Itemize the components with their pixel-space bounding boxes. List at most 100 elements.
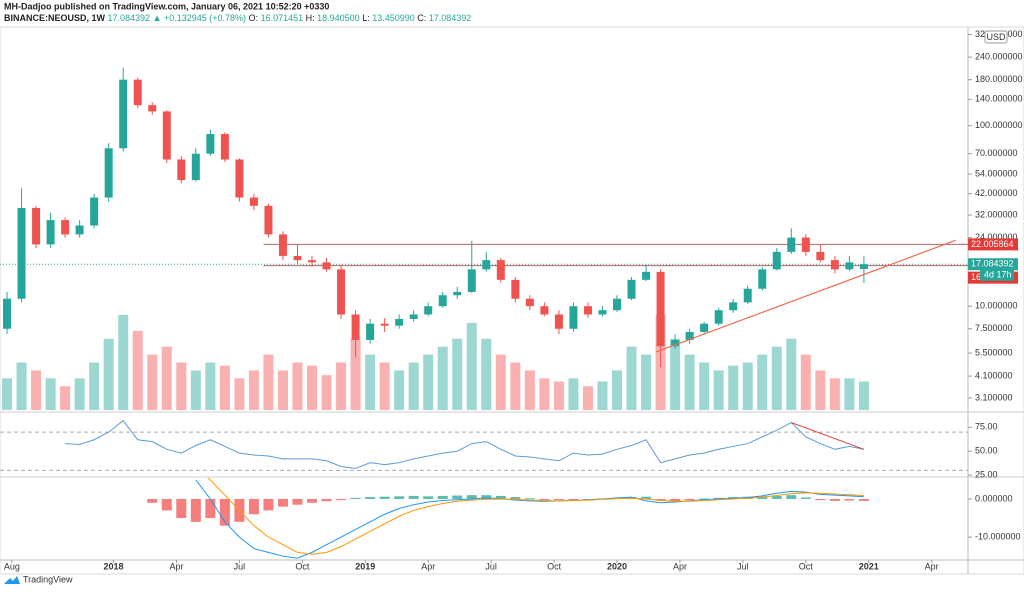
candle-body [17, 208, 26, 299]
candle-body [714, 310, 723, 324]
macd-histogram-bar [437, 495, 448, 499]
x-tick-label: Oct [799, 561, 814, 571]
macd-histogram-bar [365, 497, 376, 499]
macd-histogram-bar [829, 498, 840, 501]
macd-histogram-bar [481, 495, 492, 499]
macd-histogram-bar [263, 498, 274, 511]
symbol-info: C: [417, 13, 429, 23]
volume-bar [553, 381, 564, 410]
x-tick-label: Oct [295, 561, 310, 571]
volume-bar [277, 370, 288, 410]
macd-histogram-bar [277, 498, 288, 507]
y-tick-label: 25.00 [975, 469, 998, 479]
y-tick-label: 180.000000 [975, 74, 1023, 84]
candle-body [308, 260, 317, 263]
macd-histogram-bar [815, 498, 826, 501]
candle-body [772, 251, 781, 270]
volume-bar [597, 381, 608, 410]
logo [4, 576, 20, 584]
candle-body [627, 279, 636, 299]
candle-body [569, 306, 578, 329]
volume-bar [495, 354, 506, 410]
volume-bar [379, 362, 390, 410]
rsi-trendline [791, 422, 865, 450]
x-tick-label: Jul [737, 561, 749, 571]
candle-body [380, 323, 389, 326]
volume-bar [103, 338, 114, 410]
currency: USD [986, 32, 1006, 42]
x-tick-label: 2021 [859, 561, 879, 571]
candle-body [61, 220, 70, 235]
volume-bar [118, 315, 129, 410]
volume-bar [423, 354, 434, 410]
macd-histogram-bar [757, 496, 768, 499]
volume-bar [641, 354, 652, 410]
candle-body [264, 205, 273, 235]
volume-bar [60, 386, 71, 410]
macd-histogram-bar [713, 497, 724, 499]
y-tick-label: 42.000000 [975, 188, 1018, 198]
volume-bar [176, 362, 187, 410]
candle-body [511, 279, 520, 299]
countdown-box [980, 269, 1014, 281]
macd-histogram-bar [321, 498, 332, 502]
macd-histogram-bar [684, 498, 695, 501]
macd-histogram-bar [307, 498, 318, 503]
macd-histogram-bar [147, 498, 158, 503]
macd-histogram-bar [800, 497, 811, 499]
y-tick-label: 50.00 [975, 446, 998, 456]
y-tick-label: 5.500000 [975, 347, 1013, 357]
candle-body [177, 159, 186, 181]
macd-histogram-bar [292, 498, 303, 505]
countdown: 4d 17h [984, 270, 1012, 280]
y-tick-label: 7.500000 [975, 323, 1013, 333]
currency-box [984, 30, 1008, 44]
x-tick-label: Apr [673, 561, 687, 571]
macd-histogram-bar [176, 498, 187, 519]
candle-body [337, 269, 346, 315]
frame [0, 26, 1024, 575]
volume-bar [699, 362, 710, 410]
volume-bar [205, 362, 216, 410]
symbol-info: 18.940500 [317, 13, 362, 23]
macd-line [207, 478, 864, 555]
candle-body [249, 197, 258, 206]
macd-line [195, 479, 864, 559]
y-tick-label: 54.000000 [975, 168, 1018, 178]
volume-bar [815, 370, 826, 410]
volume-bar [321, 375, 332, 410]
symbol-info: BINANCE:NEOUSD, 1W [4, 13, 108, 23]
macd-pane [147, 478, 869, 559]
y-tick-label: 70.000000 [975, 148, 1018, 158]
x-tick-label: Apr [421, 561, 435, 571]
volume-bar [829, 378, 840, 410]
y-tick-label: 10.000000 [975, 301, 1018, 311]
volume-bar [292, 362, 303, 410]
candle-body [743, 288, 752, 303]
macd-histogram-bar [524, 498, 535, 500]
symbol-info: 16.071451 [261, 13, 306, 23]
x-tick-label: Apr [169, 561, 183, 571]
price-label-box [968, 258, 1018, 271]
symbol-info: O: [249, 13, 261, 23]
y-tick-label: 100.000000 [975, 120, 1023, 130]
candle-body [787, 237, 796, 252]
volume-bar [684, 354, 695, 410]
y-tick-label: 4.100000 [975, 370, 1013, 380]
candle-body [3, 298, 12, 329]
volume-bar [365, 354, 376, 410]
candle-body [75, 225, 84, 235]
volume-bar [2, 378, 13, 410]
y-tick-label: 75.00 [975, 422, 998, 432]
macd-histogram-bar [379, 496, 390, 499]
candle-body [322, 262, 331, 270]
volume-bar [771, 346, 782, 410]
candle-body [642, 271, 651, 280]
volume-bar [858, 381, 869, 410]
volume-bar [248, 370, 259, 410]
symbol-info: 13.450990 [372, 13, 417, 23]
volume-bar [147, 354, 158, 410]
volume-bar [626, 346, 637, 410]
volume-bar [350, 338, 361, 410]
